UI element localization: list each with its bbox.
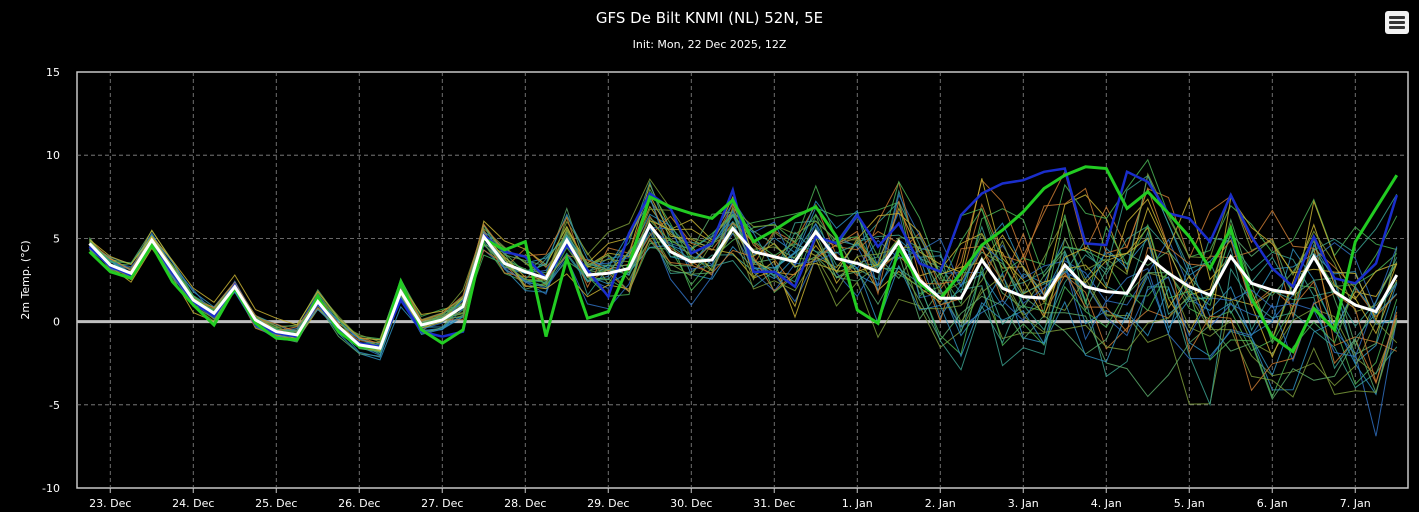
y-axis-label: 2m Temp. (°C) bbox=[19, 240, 32, 319]
ensemble-member-line bbox=[89, 200, 1398, 392]
grid bbox=[77, 72, 1408, 488]
ensemble-member-line bbox=[89, 198, 1398, 349]
x-tick-label: 3. Jan bbox=[1008, 497, 1039, 510]
plot-area bbox=[76, 71, 1409, 489]
x-tick-label: 1. Jan bbox=[842, 497, 873, 510]
chart-title: GFS De Bilt KNMI (NL) 52N, 5E bbox=[595, 9, 824, 27]
x-tick-label: 25. Dec bbox=[255, 497, 297, 510]
ensemble-mean-line bbox=[88, 222, 1399, 350]
y-tick-label: 0 bbox=[53, 316, 60, 329]
x-tick-label: 26. Dec bbox=[338, 497, 380, 510]
y-tick-label: 15 bbox=[46, 66, 60, 79]
y-tick-label: -10 bbox=[42, 482, 60, 495]
x-axis-ticks: 23. Dec 24. Dec 25. Dec 26. Dec 27. Dec 28. D… bbox=[89, 488, 1371, 510]
x-tick-label: 5. Jan bbox=[1174, 497, 1205, 510]
y-tick-label: -5 bbox=[49, 399, 60, 412]
y-tick-label: 5 bbox=[53, 232, 60, 245]
chart-menu-button[interactable] bbox=[1385, 11, 1409, 34]
ensemble-member-line bbox=[89, 170, 1398, 353]
y-axis-ticks: 15 10 5 0 -5 -10 bbox=[42, 66, 60, 495]
x-tick-label: 24. Dec bbox=[172, 497, 214, 510]
x-tick-label: 23. Dec bbox=[89, 497, 131, 510]
x-tick-label: 27. Dec bbox=[421, 497, 463, 510]
x-tick-label: 6. Jan bbox=[1257, 497, 1288, 510]
x-tick-label: 31. Dec bbox=[753, 497, 795, 510]
x-tick-label: 7. Jan bbox=[1340, 497, 1371, 510]
x-tick-label: 2. Jan bbox=[925, 497, 956, 510]
ensemble-member-line bbox=[89, 172, 1398, 351]
series bbox=[88, 158, 1399, 437]
x-tick-label: 30. Dec bbox=[670, 497, 712, 510]
x-tick-label: 28. Dec bbox=[504, 497, 546, 510]
x-tick-label: 29. Dec bbox=[587, 497, 629, 510]
y-tick-label: 10 bbox=[46, 149, 60, 162]
x-tick-label: 4. Jan bbox=[1091, 497, 1122, 510]
chart-subtitle: Init: Mon, 22 Dec 2025, 12Z bbox=[632, 38, 787, 51]
